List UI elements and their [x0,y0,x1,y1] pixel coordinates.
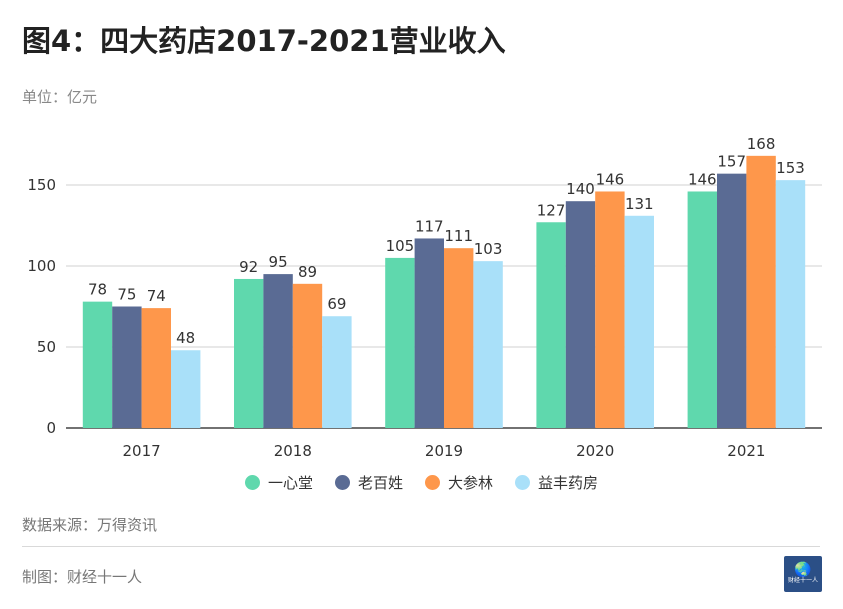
bar [171,350,201,428]
bar [775,180,806,428]
data-label: 103 [474,240,503,258]
legend-item: 一心堂 [244,472,313,493]
legend-item: 老百姓 [334,472,403,493]
x-tick-label: 2017 [123,442,161,460]
data-label: 127 [537,201,566,219]
data-label: 146 [596,170,625,188]
divider [22,546,820,547]
data-label: 74 [147,287,166,305]
bar [263,274,293,428]
bar [385,257,415,428]
chart-title: 图4：四大药店2017-2021营业收入 [22,24,506,58]
bar [141,308,171,428]
y-tick-label: 100 [27,257,56,275]
bar [112,306,142,428]
legend-swatch [244,475,260,490]
data-label: 95 [269,253,288,271]
bar [444,248,474,428]
bar [322,316,352,428]
data-label: 146 [688,170,717,188]
unit-label: 单位：亿元 [22,88,98,106]
globe-icon: 🌏 [794,562,812,578]
data-label: 48 [176,329,195,347]
legend-label: 老百姓 [357,474,403,492]
bar [624,215,654,428]
data-source: 数据来源：万得资讯 [22,516,158,534]
logo-text: 财经十一人 [787,577,818,584]
bar [473,261,503,428]
y-tick-label: 150 [27,176,56,194]
legend-label: 一心堂 [267,474,313,492]
bar [414,238,444,428]
legend: 一心堂 老百姓 大参林 益丰药房 [0,472,843,493]
y-tick-label: 50 [37,338,56,356]
legend-swatch [425,475,440,490]
legend-swatch [515,475,531,490]
bar [746,155,776,428]
data-label: 131 [625,195,654,213]
data-label: 168 [747,135,776,153]
legend-swatch [334,475,350,490]
data-label: 153 [776,159,805,177]
legend-label: 益丰药房 [538,474,599,492]
data-label: 69 [327,295,346,313]
bar [717,173,747,428]
data-label: 111 [444,227,473,245]
bar [234,278,264,428]
bar [536,222,566,428]
caijing-logo: 🌏 财经十一人 [784,556,822,592]
data-label: 117 [415,217,444,235]
bar [565,201,596,428]
bar [595,191,625,428]
data-label: 105 [386,237,415,255]
chart-maker: 制图：财经十一人 [22,568,143,586]
bar [687,191,717,428]
y-tick-label: 0 [46,419,56,437]
legend-item: 益丰药房 [515,472,598,493]
data-label: 75 [117,286,136,304]
legend-label: 大参林 [448,474,494,492]
data-label: 78 [88,281,107,299]
x-tick-label: 2018 [274,442,312,460]
bar [292,283,323,428]
x-tick-label: 2019 [425,442,463,460]
bar [82,301,113,428]
x-tick-label: 2021 [727,442,765,460]
data-label: 157 [717,153,746,171]
legend-item: 大参林 [425,472,493,493]
data-label: 92 [239,258,258,276]
data-label: 140 [566,180,595,198]
data-label: 89 [298,263,317,281]
x-tick-label: 2020 [576,442,614,460]
